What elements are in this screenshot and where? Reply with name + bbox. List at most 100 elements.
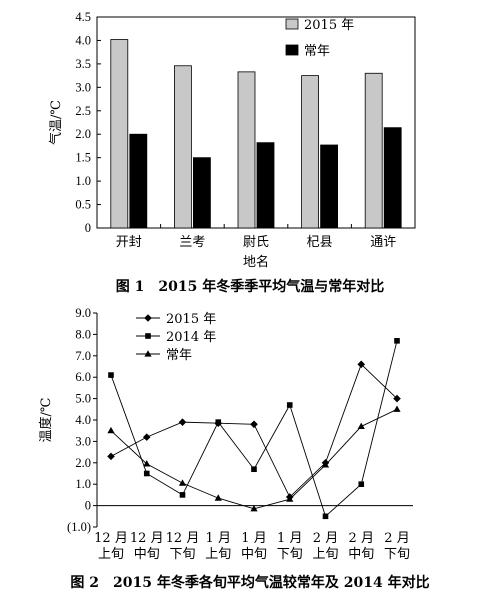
data-point-square [358,481,365,487]
bar-2015 [237,71,256,229]
bar-2015 [110,39,129,229]
data-point-square [251,466,257,473]
data-point-diamond [142,433,151,441]
legend-label: 常年 [304,44,330,59]
x-axis-label: 地名 [243,254,269,270]
y-tick-label: 1.0 [75,174,91,188]
y-axis-label: 气温/℃ [48,100,64,145]
x-tick-label-month: 12 月 [130,531,164,546]
x-tick-label-dekad: 中旬 [134,547,160,562]
x-tick-label-month: 12 月 [166,531,200,546]
y-tick-label: 6.0 [75,370,91,384]
y-tick-label: 0.5 [75,198,91,212]
series-line-square [110,340,398,518]
data-point-triangle [107,426,115,434]
y-tick-label: 3.0 [75,434,91,448]
data-point-triangle [178,479,187,486]
data-point-square [322,513,329,520]
data-point-diamond [214,419,223,428]
legend-marker-triangle [144,350,152,357]
figure-1-caption: 图 1 2015 年冬季季平均气温与常年对比 [115,279,385,295]
y-axis-label: 温度/℃ [38,398,54,443]
y-tick-label: 4.5 [75,10,91,24]
legend-label: 2015 年 [166,312,216,327]
data-point-square [286,402,293,408]
x-tick-label-month: 2 月 [313,531,338,546]
series-line-triangle [110,408,398,510]
data-point-diamond [321,459,330,467]
chart-1: 0 0.5 1.0 1.5 2.0 2.5 3.0 3.5 4.0 4.5 开封 兰考 尉氏 杞县 通许地名… [48,10,416,270]
bar-2015 [301,75,320,229]
legend-swatch-2015 [285,18,299,30]
x-tick-label-dekad: 中旬 [241,547,267,562]
y-tick-label: 1.5 [75,151,91,165]
legend-swatch-normal [285,44,299,56]
x-tick-label-dekad: 上旬 [312,547,338,562]
legend-marker-square [145,333,151,339]
x-tick-label-dekad: 下旬 [169,547,195,562]
y-tick-label: 0 [85,221,91,235]
figure-2-caption: 图 2 2015 年冬季各旬平均气温较常年及 2014 年对比 [70,575,430,591]
x-tick-label-month: 2 月 [384,531,409,546]
x-tick-label-dekad: 上旬 [98,547,124,562]
data-point-diamond [285,493,294,501]
legend-marker-diamond [144,314,152,322]
y-tick-label: 2.0 [75,456,91,470]
y-tick-label: 0 [85,499,91,513]
data-point-diamond [357,360,366,369]
y-tick-label: 7.0 [75,349,91,363]
y-tick-label: (1.0) [67,520,91,534]
x-tick-label-month: 1 月 [241,531,266,546]
x-tick-label: 开封 [116,235,142,250]
data-point-triangle [393,405,401,412]
y-tick-label: 2.0 [75,127,91,141]
x-tick-label: 兰考 [179,235,205,250]
x-tick-label-dekad: 中旬 [348,547,374,562]
y-tick-label: 3.5 [75,57,91,71]
series-line-diamond [110,363,398,498]
data-point-square [143,470,150,477]
legend-label: 2015 年 [304,18,354,33]
x-tick-label-month: 1 月 [277,531,302,546]
x-tick-label-month: 1 月 [206,531,231,546]
x-tick-label: 尉氏 [243,235,269,250]
plot-frame [96,16,416,229]
x-tick-label-dekad: 下旬 [384,547,410,562]
y-tick-label: 5.0 [75,392,91,406]
y-tick-label: 8.0 [75,327,91,341]
data-point-diamond [178,418,187,426]
bar-normal [129,133,148,229]
data-point-triangle [286,495,294,502]
bar-normal [320,144,339,229]
data-point-diamond [107,452,115,461]
x-tick-label-month: 12 月 [94,531,128,546]
data-point-diamond [393,394,401,403]
y-tick-label: 9.0 [75,306,91,320]
y-tick-label: 3.0 [75,80,91,94]
data-point-triangle [250,505,258,512]
x-tick-label-dekad: 下旬 [277,547,303,562]
bar-normal [256,142,275,229]
y-tick-label: 4.0 [75,413,91,427]
y-tick-label: 4.0 [75,33,91,47]
data-point-square [179,492,186,498]
x-tick-label-dekad: 上旬 [205,547,231,562]
x-tick-label: 通许 [370,235,396,250]
y-tick-label: 2.5 [75,104,91,118]
legend-label: 常年 [166,348,192,363]
bar-normal [192,157,211,229]
legend-label: 2014 年 [166,330,216,345]
data-point-square [394,338,400,344]
data-point-triangle [214,494,222,501]
bar-2015 [173,65,192,229]
bar-normal [383,127,402,229]
x-tick-label-month: 2 月 [349,531,374,546]
data-point-triangle [321,461,330,468]
data-point-square [108,372,114,378]
x-tick-label: 杞县 [307,235,333,250]
data-point-square [215,419,222,425]
data-point-triangle [143,460,151,467]
data-point-triangle [357,422,365,430]
data-point-diamond [250,420,258,429]
bar-2015 [364,72,383,229]
